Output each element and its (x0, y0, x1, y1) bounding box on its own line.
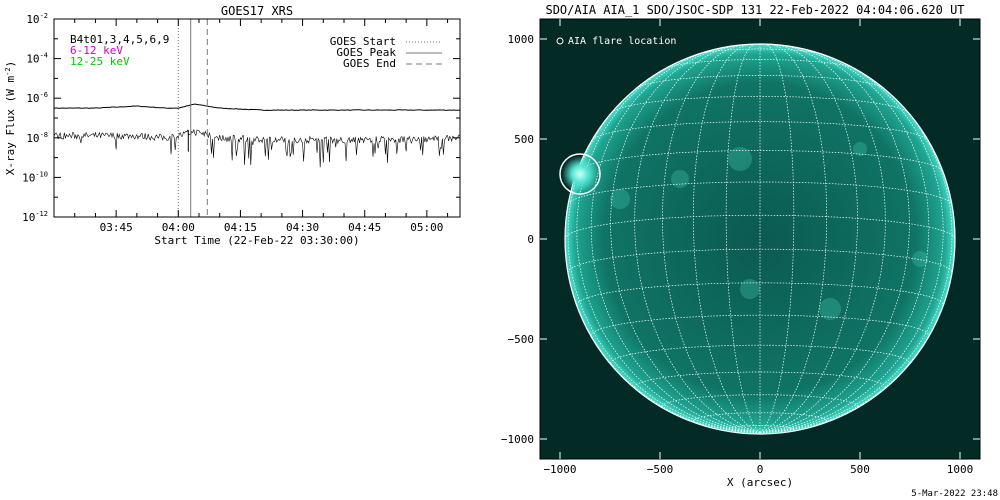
y-tick-label: −1000 (501, 433, 534, 446)
grid-line (759, 46, 910, 433)
flare-location-circle (559, 153, 601, 195)
active-region (610, 189, 630, 209)
x-tick-label: 0 (757, 463, 764, 476)
grid-line (567, 79, 761, 433)
legend-right-item: GOES Start (330, 35, 396, 48)
x-tick-label: −500 (647, 463, 674, 476)
grid-line (759, 43, 828, 433)
legend-right-item: GOES End (343, 57, 396, 70)
x-axis-label: Start Time (22-Feb-22 03:30:00) (154, 234, 359, 247)
series-line-1 (54, 103, 460, 111)
grid-line (759, 238, 956, 433)
flare-glow (562, 156, 598, 192)
x-tick-label: 04:30 (286, 221, 319, 234)
y-tick-label: 10-6 (26, 91, 48, 105)
y-tick-label: −500 (508, 333, 535, 346)
goes-xrs-chart: GOES17 XRS 10-2 10-4 10-6 10-8 10-10 10-12 03:… (4, 4, 461, 247)
grid-line (692, 43, 761, 433)
x-tick-label: 05:00 (410, 221, 443, 234)
grid-line (610, 46, 761, 433)
grid-line (759, 55, 944, 433)
flare-legend-label: AIA flare location (568, 36, 676, 47)
footer-stamp: 5-Mar-2022 23:48 (911, 489, 998, 499)
grid-line (759, 44, 858, 433)
image-title: SDO/AIA AIA_1 SDO/JSOC-SDP 131 22-Feb-20… (545, 3, 964, 17)
flare-legend: AIA flare location (556, 36, 676, 47)
grid-line (576, 55, 761, 433)
y-tick-label: 10-12 (22, 210, 48, 224)
active-region (912, 251, 928, 267)
legend-left-item: 12-25 keV (70, 55, 130, 68)
active-region (853, 142, 867, 156)
legend-left-item: 6-12 keV (70, 44, 123, 57)
grid-line (564, 238, 761, 433)
grid-line (576, 282, 944, 306)
grid-line (662, 44, 761, 433)
active-region (728, 147, 752, 171)
grid-line (759, 48, 930, 433)
grid-line (725, 43, 761, 433)
flare-legend-marker (556, 37, 564, 45)
x-tick-label: 1000 (947, 463, 974, 476)
grid-line (759, 43, 795, 433)
grid-line (759, 79, 953, 433)
y-tick-label: 1000 (508, 33, 535, 46)
solar-limb (564, 43, 956, 435)
aia-131-image: SDO/AIA AIA_1 SDO/JSOC-SDP 131 22-Feb-20… (501, 3, 981, 489)
grid-line (725, 425, 795, 430)
legend-right-item: GOES Peak (336, 46, 396, 59)
x-tick-label: 500 (850, 463, 870, 476)
x-axis-label: X (arcsec) (727, 476, 793, 489)
x-tick-label: 04:00 (162, 221, 195, 234)
heliographic-grid (564, 43, 956, 433)
active-region (740, 279, 760, 299)
y-tick-label: 10-8 (26, 131, 48, 145)
y-tick-label: 500 (514, 133, 534, 146)
chart-title: GOES17 XRS (221, 4, 293, 18)
x-tick-label: 04:45 (348, 221, 381, 234)
legend-left-item: B4t01,3,4,5,6,9 (70, 33, 169, 46)
x-tick-label: 04:15 (224, 221, 257, 234)
active-region (819, 298, 841, 320)
y-tick-label: 10-10 (22, 170, 48, 184)
x-tick-label: −1000 (543, 463, 576, 476)
active-region (671, 170, 689, 188)
series-line-2 (54, 128, 460, 168)
y-tick-label: 10-4 (26, 52, 48, 66)
y-tick-label: 10-2 (26, 12, 48, 26)
y-axis-label: X-ray Flux (W m-2) (4, 61, 17, 175)
grid-line (590, 48, 761, 433)
x-tick-label: 03:45 (100, 221, 133, 234)
y-tick-label: 0 (527, 233, 534, 246)
